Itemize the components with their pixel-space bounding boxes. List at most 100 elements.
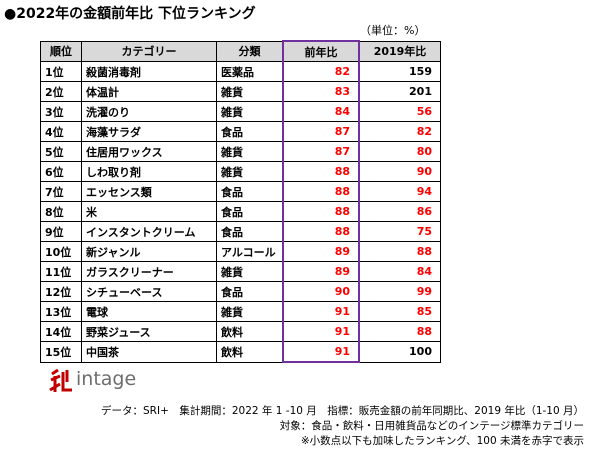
table-cell: 雑貨 <box>216 301 284 322</box>
column-header: 前年比 <box>282 40 360 62</box>
table-cell: インスタントクリーム <box>81 221 217 242</box>
table-row: 14位 野菜ジュース 飲料 91 88 <box>40 321 441 342</box>
logo-icon <box>49 368 72 392</box>
column-header: 順位 <box>40 40 82 62</box>
table-cell: 94 <box>358 181 441 202</box>
table-cell: 88 <box>358 241 441 262</box>
table-cell: 食品 <box>216 181 284 202</box>
title: ●2022年の金額前年比 下位ランキング <box>4 6 256 22</box>
table-cell: 88 <box>282 201 360 222</box>
table-cell: 4位 <box>40 121 82 142</box>
table-cell: 雑貨 <box>216 81 284 102</box>
table-cell: 7位 <box>40 181 82 202</box>
table-cell: 電球 <box>81 301 217 322</box>
table-cell: 体温計 <box>81 81 217 102</box>
table-cell: 80 <box>358 141 441 162</box>
table-cell: 1位 <box>40 61 82 82</box>
logo-text: intage <box>76 368 137 390</box>
table-cell: 雑貨 <box>216 101 284 122</box>
table-cell: 86 <box>358 201 441 222</box>
table-cell: 食品 <box>216 201 284 222</box>
table-cell: 殺菌消毒剤 <box>81 61 217 82</box>
unit: （単位：%） <box>360 24 426 37</box>
table-cell: 87 <box>282 141 360 162</box>
table-cell: 9位 <box>40 221 82 242</box>
table-cell: しわ取り剤 <box>81 161 217 182</box>
table-cell: 14位 <box>40 321 82 342</box>
table-cell: 85 <box>358 301 441 322</box>
table-cell: 201 <box>358 81 441 102</box>
note: 対象：食品・飲料・日用雑貨品などのインテージ標準カテゴリー <box>279 420 584 432</box>
ranking-table: 順位 カテゴリー 分類 前年比 2019年比 1位 殺菌消毒剤 医薬品 82 159 2位 体温計雑… <box>40 40 441 363</box>
table-cell: 82 <box>358 121 441 142</box>
table-row: 6位 しわ取り剤 雑貨 88 90 <box>40 161 441 182</box>
table-cell: 99 <box>358 281 441 302</box>
note: ※小数点以下も加味したランキング、100 未満を赤字で表示 <box>300 435 584 447</box>
table-row: 13位 電球 雑貨 91 85 <box>40 301 441 322</box>
table-cell: 88 <box>282 221 360 242</box>
table-cell: 新ジャンル <box>81 241 217 262</box>
table-cell: 90 <box>358 161 441 182</box>
table-cell: 87 <box>282 121 360 142</box>
table-row: 10位 新ジャンル アルコール 89 88 <box>40 241 441 262</box>
table-cell: 食品 <box>216 281 284 302</box>
table-row: 15位 中国茶 飲料 91 100 <box>40 341 441 363</box>
table-row: 8位米食品 88 86 <box>40 201 441 222</box>
note: データ：SRI+ 集計期間：2022 年 1 -10 月 指標：販売金額の前年同… <box>101 405 584 417</box>
table-cell: 8位 <box>40 201 82 222</box>
table-row: 1位 殺菌消毒剤 医薬品 82 159 <box>40 61 441 82</box>
table-row: 9位 インスタントクリーム 食品 88 75 <box>40 221 441 242</box>
table-cell: エッセンス類 <box>81 181 217 202</box>
column-header: カテゴリー <box>81 40 217 62</box>
table-cell: 食品 <box>216 221 284 242</box>
column-header: 分類 <box>216 40 284 62</box>
table-cell: 88 <box>358 321 441 342</box>
table-cell: 10位 <box>40 241 82 262</box>
table-cell: 84 <box>282 101 360 122</box>
table-cell: 89 <box>282 241 360 262</box>
table-row: 4位 海藻サラダ 食品 87 82 <box>40 121 441 142</box>
table-cell: ガラスクリーナー <box>81 261 217 282</box>
table-cell: 75 <box>358 221 441 242</box>
column-header: 2019年比 <box>358 40 441 62</box>
table-cell: 88 <box>282 181 360 202</box>
table-cell: 89 <box>282 261 360 282</box>
table-cell: 飲料 <box>216 341 284 363</box>
table-cell: 90 <box>282 281 360 302</box>
table-cell: 洗濯のり <box>81 101 217 122</box>
table-row: 7位 エッセンス類 食品 88 94 <box>40 181 441 202</box>
table-cell: 雑貨 <box>216 161 284 182</box>
table-cell: 88 <box>282 161 360 182</box>
table-cell: 100 <box>358 341 441 363</box>
table-row: 3位 洗濯のり 雑貨 84 56 <box>40 101 441 122</box>
table-cell: 食品 <box>216 121 284 142</box>
table-cell: 91 <box>282 341 360 363</box>
table-cell: 91 <box>282 301 360 322</box>
table-cell: 5位 <box>40 141 82 162</box>
table-cell: 飲料 <box>216 321 284 342</box>
table-cell: 15位 <box>40 341 82 363</box>
table-cell: 野菜ジュース <box>81 321 217 342</box>
table-cell: 91 <box>282 321 360 342</box>
table-cell: シチューベース <box>81 281 217 302</box>
table-cell: 83 <box>282 81 360 102</box>
table-cell: 6位 <box>40 161 82 182</box>
table-cell: 2位 <box>40 81 82 102</box>
table-cell: 米 <box>81 201 217 222</box>
table-cell: 84 <box>358 261 441 282</box>
table-row: 5位 住居用ワックス 雑貨 87 80 <box>40 141 441 162</box>
table-row: 11位 ガラスクリーナー 雑貨 89 84 <box>40 261 441 282</box>
table-cell: 13位 <box>40 301 82 322</box>
table-cell: 海藻サラダ <box>81 121 217 142</box>
table-cell: 中国茶 <box>81 341 217 363</box>
table-cell: 159 <box>358 61 441 82</box>
table-cell: 11位 <box>40 261 82 282</box>
table-cell: アルコール <box>216 241 284 262</box>
table-cell: 56 <box>358 101 441 122</box>
table-cell: 82 <box>282 61 360 82</box>
table-cell: 雑貨 <box>216 261 284 282</box>
table-cell: 医薬品 <box>216 61 284 82</box>
header-row: 順位 カテゴリー 分類 前年比 2019年比 <box>40 40 441 62</box>
table-cell: 12位 <box>40 281 82 302</box>
